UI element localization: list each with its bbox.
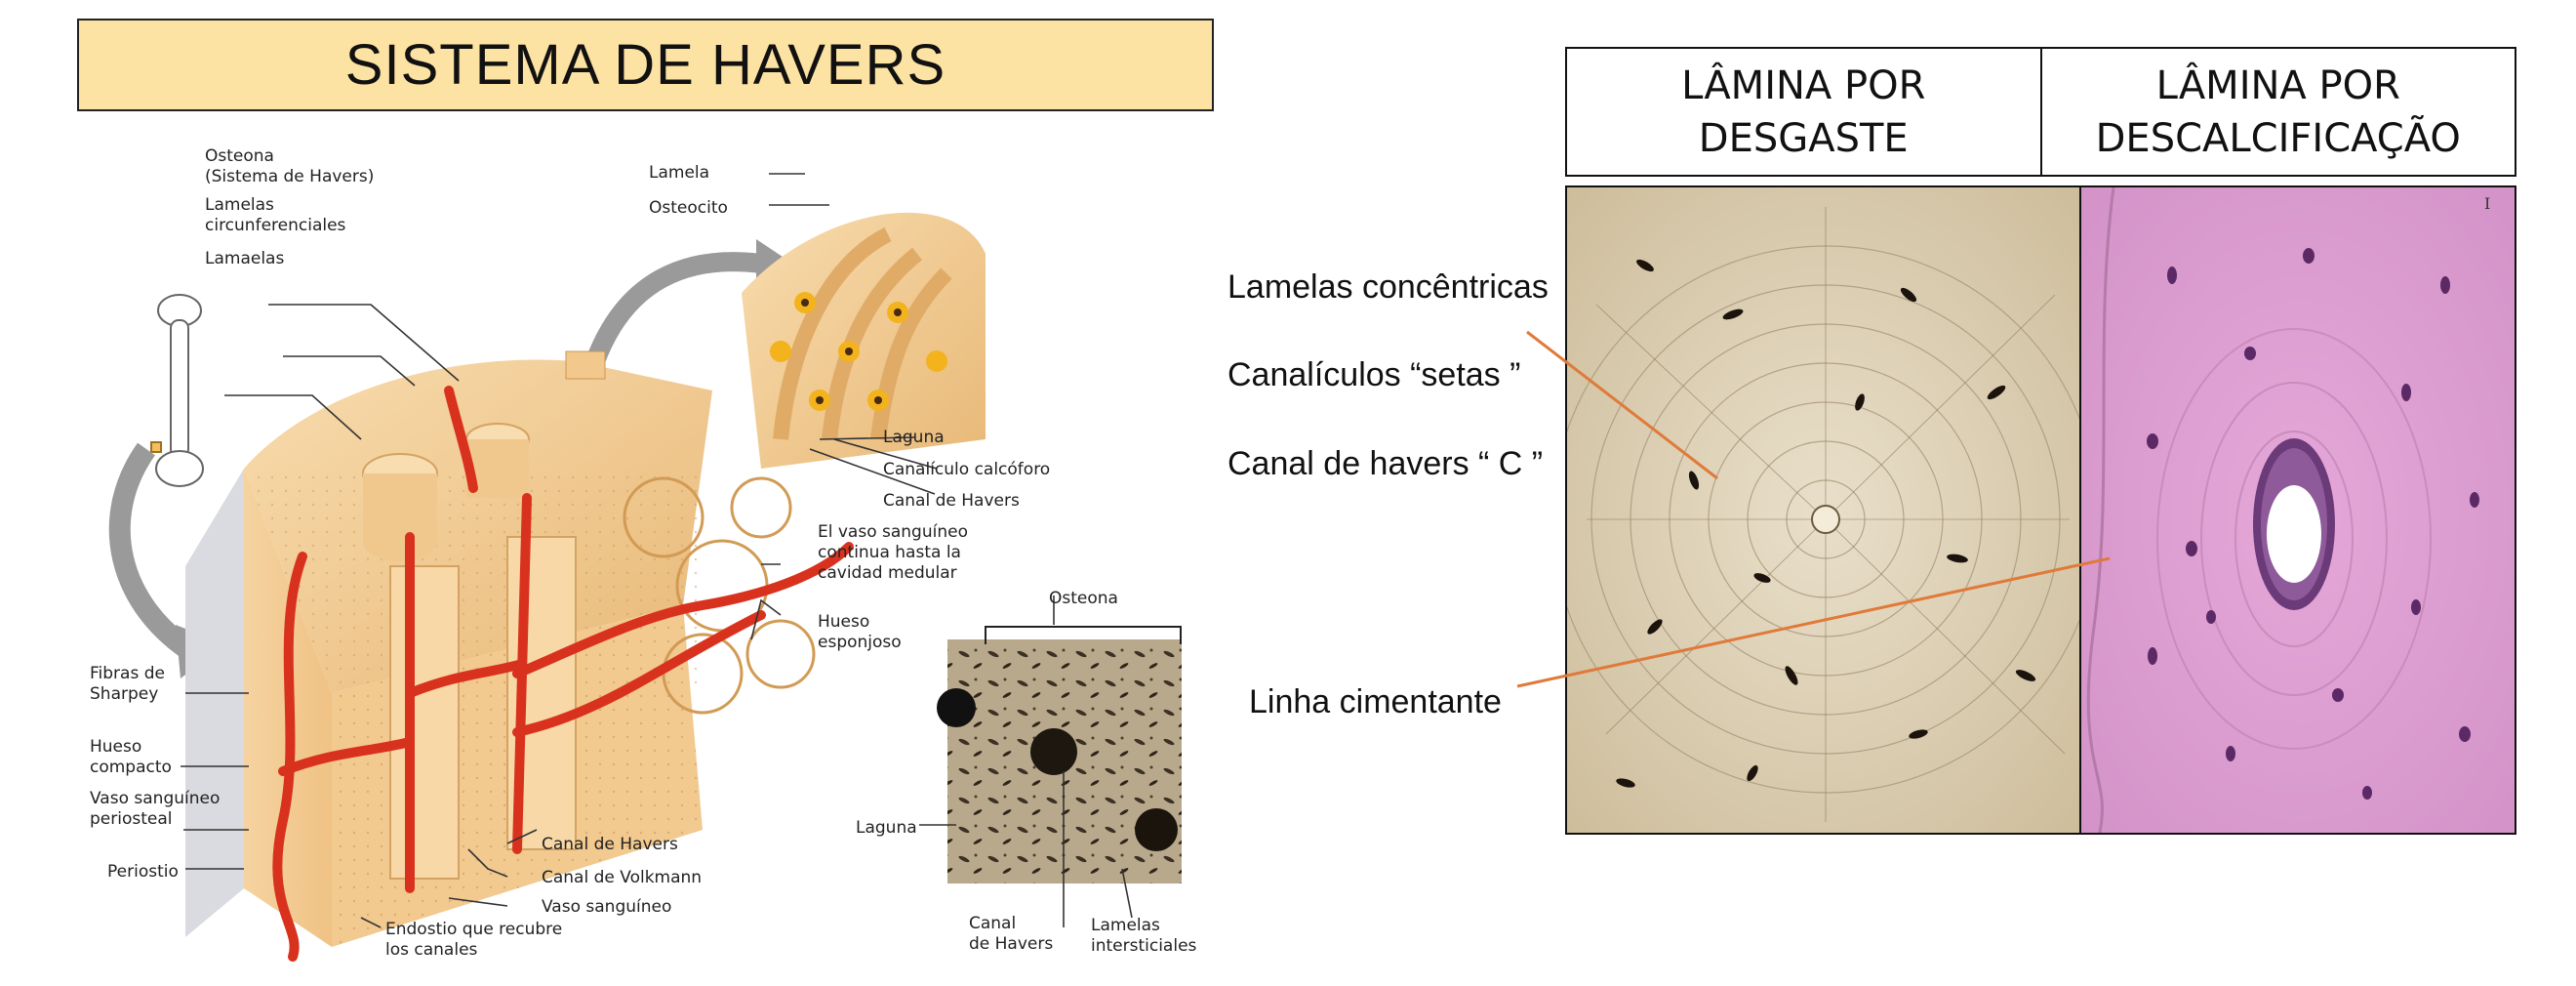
label-canal-havers-top: Canal de Havers [883,491,1020,511]
annotation-canal: Canal de havers “ C ” [1228,445,1544,482]
label-laguna: Laguna [883,428,945,447]
scale-mark: I [2484,194,2490,213]
label-hueso-compacto: Hueso compacto [90,737,172,777]
zoom-arrow-top [585,252,763,365]
annotation-canaliculos: Canalículos “setas ” [1228,356,1521,393]
lamella-inset [742,212,986,469]
bone-illustration [108,173,1182,962]
label-vaso-continua: El vaso sanguíneo continua hasta la cavi… [818,522,968,583]
header-desgaste: LÂMINA POR DESGASTE [1681,62,1926,161]
label-vaso-periosteal: Vaso sanguíneo periosteal [90,789,221,829]
label-vaso-sanguineo: Vaso sanguíneo [542,897,672,917]
slide-header-table: LÂMINA POR DESGASTE LÂMINA POR DESCALCIF… [1565,47,2516,177]
title-banner: SISTEMA DE HAVERS [77,19,1214,111]
label-laguna-inset: Laguna [856,818,917,838]
label-canal-havers-inset: Canal de Havers [969,914,1054,954]
label-periostio: Periostio [107,862,179,882]
label-canal-havers-bottom: Canal de Havers [542,835,678,854]
label-hueso-esponjoso: Hueso esponjoso [818,612,902,652]
header-descalcificacao: LÂMINA POR DESCALCIFICAÇÃO [2039,49,2516,175]
annotation-lamelas: Lamelas concêntricas [1228,268,1549,306]
micrographs: I [1567,187,2515,833]
label-fibras-sharpey: Fibras de Sharpey [90,664,165,704]
ground-section-micrograph [1567,187,2100,833]
blood-vessels [272,386,854,962]
label-lamelas-circunferenciales: Lamelas circunferenciales [205,195,346,235]
label-osteocito: Osteocito [649,198,728,218]
label-canaliculo-calcoforo: Canalículo calcóforo [883,460,1051,479]
micrograph-frame: I [1565,185,2516,835]
label-canal-volkmann: Canal de Volkmann [542,868,703,887]
label-osteona-inset: Osteona [1049,589,1118,608]
annotation-linha-cimentante: Linha cimentante [1249,683,1502,720]
label-lamelas-intersticiales: Lamelas intersticiales [1091,916,1197,956]
label-endostio: Endostio que recubre los canales [385,920,563,960]
label-lamaelas: Lamaelas [205,249,285,268]
decalcified-section-micrograph: I [2081,187,2515,833]
page-title: SISTEMA DE HAVERS [344,33,946,97]
zoom-arrow-left [108,442,201,664]
label-lamela: Lamela [649,163,710,183]
femur-icon [150,294,204,487]
label-osteona: Osteona (Sistema de Havers) [205,146,375,186]
